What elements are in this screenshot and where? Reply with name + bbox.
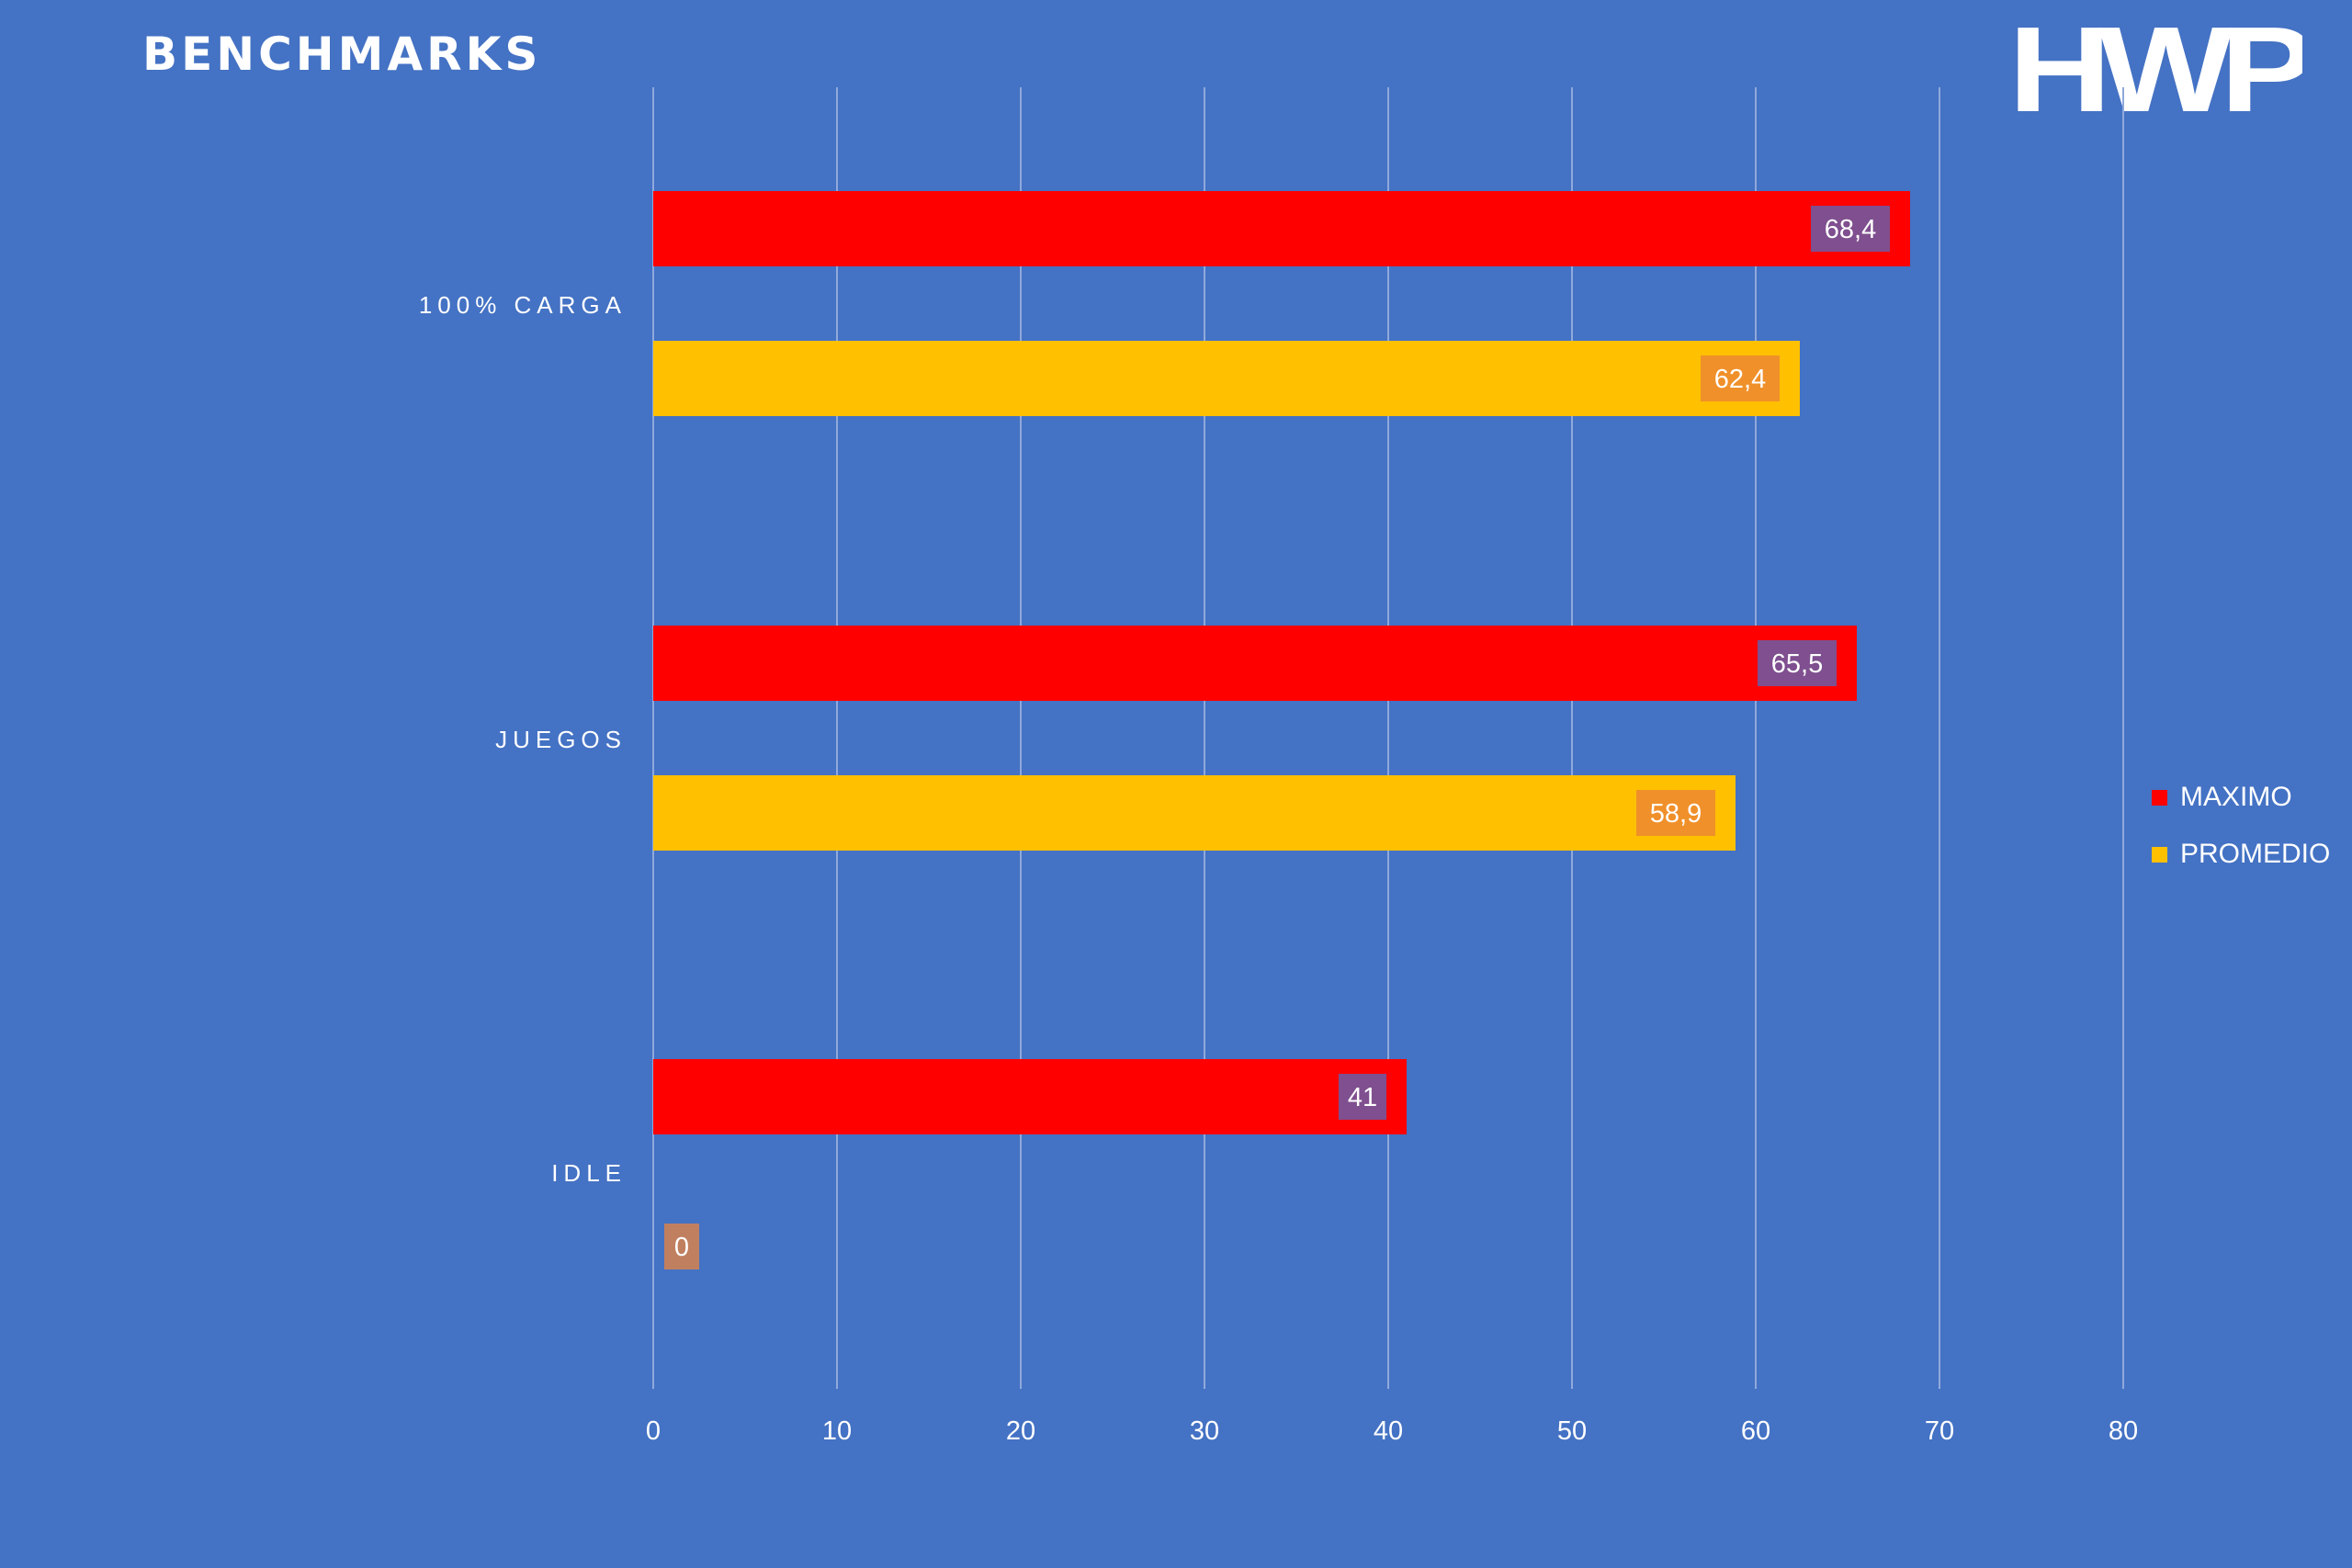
bars [653, 191, 1910, 1134]
legend-swatch-promedio [2152, 846, 2167, 863]
x-tick-label: 0 [646, 1416, 661, 1446]
x-tick-label: 50 [1557, 1416, 1587, 1446]
category-label: JUEGOS [495, 726, 627, 753]
bar-maximo[interactable] [653, 191, 1910, 266]
data-label-bg [1636, 790, 1715, 836]
x-axis-ticks: 0 10 20 30 40 50 60 70 80 [646, 1416, 2138, 1446]
legend-label-promedio: PROMEDIO [2180, 839, 2331, 869]
data-labels: 68,4 65,5 41 62,4 58,9 0 [664, 206, 1890, 1269]
data-label-bg [1811, 206, 1890, 252]
legend-swatch-maximo [2152, 789, 2167, 806]
bar-promedio[interactable] [653, 775, 1736, 851]
data-label: 68,4 [1825, 215, 1876, 244]
data-label: 62,4 [1714, 365, 1766, 394]
hwp-logo: HWP [2008, 17, 2302, 118]
legend-label-maximo: MAXIMO [2180, 782, 2292, 812]
data-label: 0 [674, 1233, 689, 1262]
data-label: 41 [1348, 1083, 1377, 1112]
bar-maximo[interactable] [653, 626, 1857, 701]
x-tick-label: 20 [1006, 1416, 1035, 1446]
x-tick-label: 80 [2109, 1416, 2138, 1446]
legend-item-maximo[interactable]: MAXIMO [2152, 779, 2330, 816]
gridlines [652, 87, 2124, 1389]
data-label-bg [664, 1224, 699, 1269]
data-label-bg [1701, 355, 1780, 401]
svg-text:HWP: HWP [2008, 17, 2302, 118]
x-tick-label: 70 [1925, 1416, 1954, 1446]
x-tick-label: 10 [822, 1416, 852, 1446]
chart-title: BENCHMARKS [142, 28, 542, 81]
x-tick-label: 40 [1374, 1416, 1403, 1446]
bar-maximo[interactable] [653, 1059, 1407, 1134]
data-label-bg [1339, 1074, 1386, 1120]
data-label-bg [1758, 640, 1837, 686]
category-label: 100% CARGA [419, 291, 627, 319]
x-tick-label: 30 [1190, 1416, 1219, 1446]
legend-item-promedio[interactable]: PROMEDIO [2152, 836, 2330, 873]
category-labels: 100% CARGA JUEGOS IDLE [419, 291, 627, 1187]
data-label: 65,5 [1771, 649, 1823, 679]
data-label: 58,9 [1650, 799, 1702, 829]
legend: MAXIMO PROMEDIO [2152, 779, 2330, 893]
x-tick-label: 60 [1741, 1416, 1770, 1446]
category-label: IDLE [551, 1159, 627, 1187]
bar-promedio[interactable] [653, 341, 1800, 416]
